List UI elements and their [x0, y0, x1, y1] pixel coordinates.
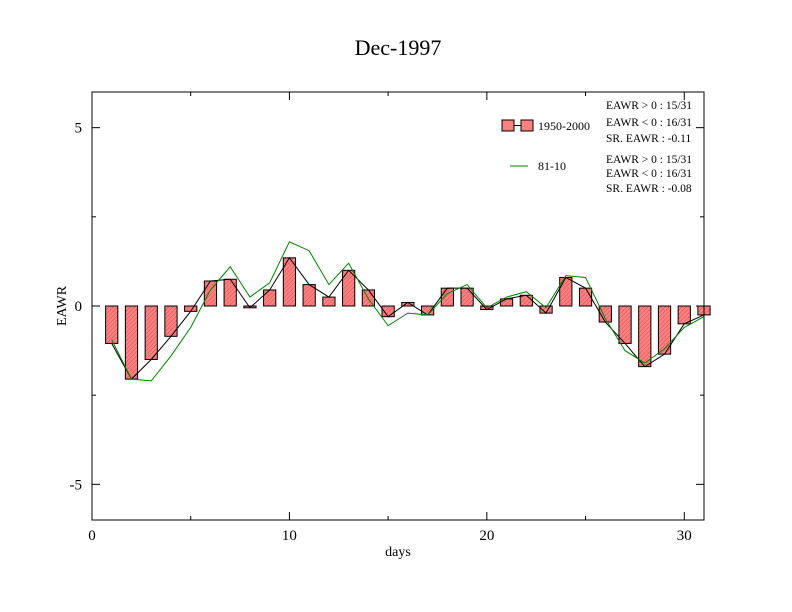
- bar-day-25: [578, 287, 593, 307]
- bar-day-18: [440, 287, 454, 307]
- bar-day-30: [677, 305, 691, 325]
- legend-bar-swatch-left: [501, 119, 515, 132]
- lines-layer: [111, 241, 705, 382]
- y-axis-label: EAWR: [55, 285, 70, 326]
- x-tick-label: 0: [88, 528, 96, 544]
- legend-label-1950-2000: 1950-2000: [538, 119, 590, 133]
- bar-day-3: [144, 305, 158, 360]
- bar-day-7: [223, 278, 237, 307]
- y-tick-label: -5: [70, 477, 83, 493]
- y-tick-label: 5: [75, 121, 83, 137]
- x-tick-label: 20: [479, 528, 494, 544]
- bar-day-12: [322, 296, 336, 307]
- bar-day-28: [638, 305, 652, 368]
- y-tick-label: 0: [75, 299, 83, 315]
- bars-layer: [105, 257, 711, 380]
- bar-day-19: [460, 287, 474, 307]
- series-line-81-10: [111, 241, 705, 382]
- line-stat-negative: EAWR < 0 : 16/31: [606, 168, 692, 180]
- x-tick-label: 30: [677, 528, 692, 544]
- legend-bar-swatch-right: [520, 119, 534, 132]
- series-line-1950-2000: [111, 256, 705, 380]
- line-stat-sr: SR. EAWR : -0.08: [606, 183, 692, 195]
- line-stat-positive: EAWR > 0 : 15/31: [606, 154, 692, 166]
- bar-stat-negative: EAWR < 0 : 16/31: [606, 117, 692, 129]
- legend: 1950-2000 81-10 EAWR > 0 : 15/31 EAWR < …: [501, 100, 692, 195]
- bar-day-2: [124, 305, 139, 380]
- x-axis-label: days: [385, 545, 411, 560]
- ticks-layer: 0 10 20 30 -5 0 5: [70, 92, 704, 544]
- legend-label-81-10: 81-10: [538, 159, 566, 173]
- x-tick-label: 10: [282, 528, 297, 544]
- chart-title: Dec-1997: [355, 35, 442, 60]
- bar-day-4: [164, 305, 178, 337]
- bar-day-27: [618, 305, 632, 344]
- bar-day-1: [105, 305, 119, 344]
- bar-stat-sr: SR. EAWR : -0.11: [606, 133, 691, 145]
- bar-day-22: [519, 294, 533, 307]
- bar-day-9: [263, 289, 277, 307]
- bar-stat-positive: EAWR > 0 : 15/31: [606, 100, 692, 112]
